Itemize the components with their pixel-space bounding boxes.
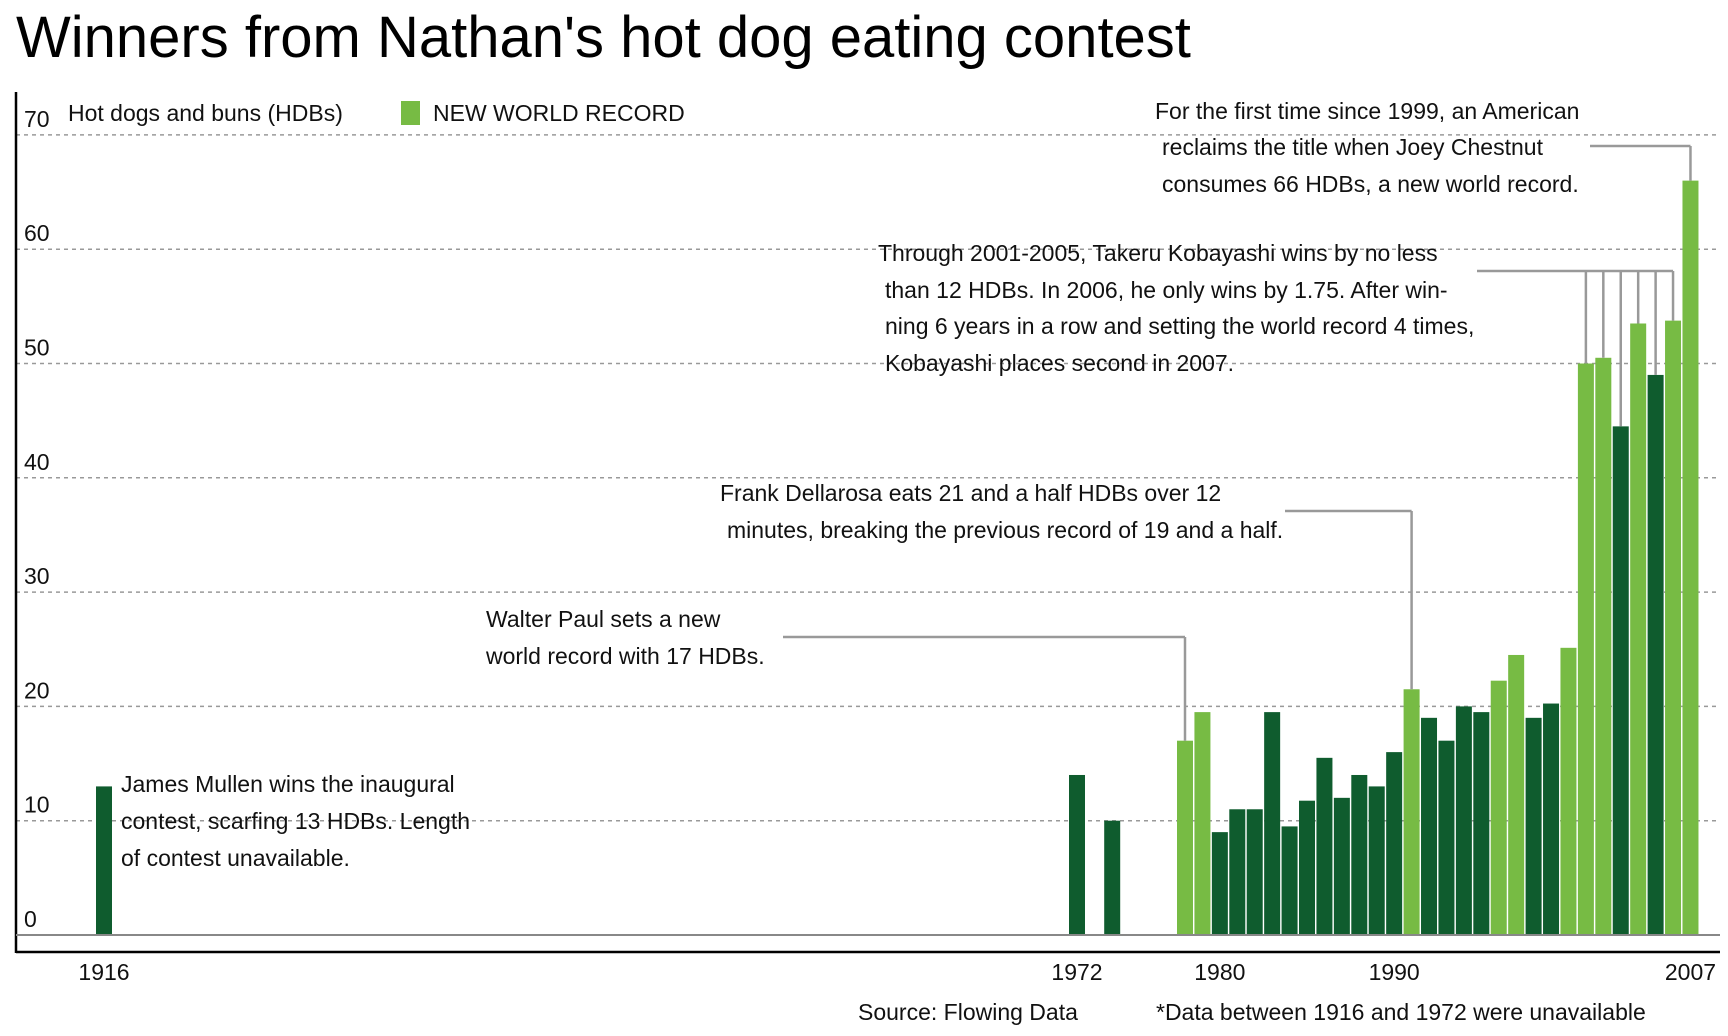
bar-2005: [1647, 374, 1664, 935]
annotation-walter-paul-line-1: Walter Paul sets a new: [486, 606, 721, 632]
bar-1990: [1386, 752, 1403, 935]
bar-1993: [1438, 740, 1455, 935]
annotation-kobayashi-line-3: ning 6 years in a row and setting the wo…: [885, 313, 1474, 339]
y-tick-label-30: 30: [24, 563, 50, 589]
leader-dellarosa: [1285, 509, 1413, 690]
bar-1991: [1403, 689, 1420, 935]
annotation-dellarosa-line-2: minutes, breaking the previous record of…: [727, 517, 1283, 543]
y-tick-label-40: 40: [24, 449, 50, 475]
bar-1995: [1473, 712, 1490, 935]
annotation-mullen-line-2: contest, scarfing 13 HDBs. Length: [121, 808, 470, 834]
annotation-kobayashi-line-2: than 12 HDBs. In 2006, he only wins by 1…: [885, 277, 1448, 303]
bar-1978: [1177, 740, 1193, 935]
footnote: *Data between 1916 and 1972 were unavail…: [1156, 999, 1646, 1025]
gridlines: [16, 134, 1720, 822]
bar-1986: [1316, 757, 1333, 935]
annotation-chestnut-line-1: For the first time since 1999, an Americ…: [1155, 98, 1579, 124]
bar-1988: [1351, 774, 1368, 935]
bar-1972: [1069, 774, 1085, 935]
annotation-chestnut-line-2: reclaims the title when Joey Chestnut: [1162, 134, 1544, 160]
chart-title: Winners from Nathan's hot dog eating con…: [16, 5, 1191, 70]
legend-swatch-record: [401, 101, 420, 125]
annotation-chestnut: For the first time since 1999, an Americ…: [1155, 98, 1579, 197]
legend-label-record: NEW WORLD RECORD: [433, 100, 685, 126]
bar-1997: [1508, 654, 1525, 935]
bar-2006: [1665, 320, 1682, 935]
y-tick-labels: 0 10 20 30 40 50 60 70: [24, 106, 50, 932]
y-tick-label-60: 60: [24, 220, 50, 246]
bars: [96, 180, 1699, 935]
bar-2000: [1560, 647, 1577, 935]
annotation-walter-paul: Walter Paul sets a new world record with …: [485, 606, 765, 669]
y-axis-label: Hot dogs and buns (HDBs): [68, 100, 343, 126]
bar-1916: [96, 786, 112, 935]
annotation-dellarosa-line-1: Frank Dellarosa eats 21 and a half HDBs …: [720, 480, 1221, 506]
bar-1984: [1281, 826, 1298, 935]
bar-1996: [1490, 680, 1507, 935]
bar-1985: [1299, 800, 1316, 935]
leader-chestnut: [1590, 144, 1692, 181]
bar-2001: [1577, 363, 1594, 935]
bar-1994: [1455, 706, 1472, 935]
bar-2003: [1612, 426, 1629, 935]
annotation-leader-lines: [783, 144, 1692, 741]
source-note: Source: Flowing Data: [858, 999, 1078, 1025]
bar-2002: [1595, 357, 1612, 935]
x-tick-labels: 1916 1972 1980 1990 2007: [78, 959, 1716, 985]
annotation-kobayashi-line-1: Through 2001-2005, Takeru Kobayashi wins…: [878, 240, 1438, 266]
bar-1974: [1104, 820, 1121, 935]
annotation-mullen-line-3: of contest unavailable.: [121, 845, 350, 871]
x-tick-label-1990: 1990: [1369, 959, 1420, 985]
bar-1981: [1229, 809, 1246, 935]
annotations: For the first time since 1999, an Americ…: [121, 98, 1579, 871]
bar-1992: [1421, 717, 1438, 935]
annotation-kobayashi: Through 2001-2005, Takeru Kobayashi wins…: [878, 240, 1474, 376]
bar-1987: [1333, 797, 1350, 935]
y-tick-label-70: 70: [24, 106, 50, 132]
bar-1983: [1264, 712, 1281, 935]
y-tick-label-50: 50: [24, 335, 50, 361]
x-tick-label-2007: 2007: [1665, 959, 1716, 985]
bar-1980: [1211, 832, 1228, 935]
bar-1979: [1194, 712, 1211, 935]
y-tick-label-10: 10: [24, 792, 50, 818]
y-tick-label-0: 0: [24, 906, 37, 932]
annotation-mullen-line-1: James Mullen wins the inaugural: [121, 771, 455, 797]
bar-1999: [1543, 703, 1560, 935]
bar-2007: [1682, 180, 1699, 935]
x-tick-label-1916: 1916: [78, 959, 129, 985]
bar-1989: [1368, 786, 1385, 935]
y-tick-label-20: 20: [24, 677, 50, 703]
leader-walter-paul: [783, 635, 1187, 741]
annotation-mullen: James Mullen wins the inaugural contest, …: [121, 771, 470, 871]
bar-1982: [1246, 809, 1263, 935]
bar-1998: [1525, 717, 1542, 935]
axes: [14, 92, 1720, 954]
bar-2004: [1630, 323, 1647, 935]
annotation-walter-paul-line-2: world record with 17 HDBs.: [485, 643, 765, 669]
annotation-kobayashi-line-4: Kobayashi places second in 2007.: [885, 350, 1234, 376]
x-tick-label-1980: 1980: [1194, 959, 1245, 985]
annotation-dellarosa: Frank Dellarosa eats 21 and a half HDBs …: [720, 480, 1283, 543]
x-tick-label-1972: 1972: [1051, 959, 1102, 985]
annotation-chestnut-line-3: consumes 66 HDBs, a new world record.: [1162, 171, 1579, 197]
leader-kobayashi: [1477, 269, 1675, 427]
